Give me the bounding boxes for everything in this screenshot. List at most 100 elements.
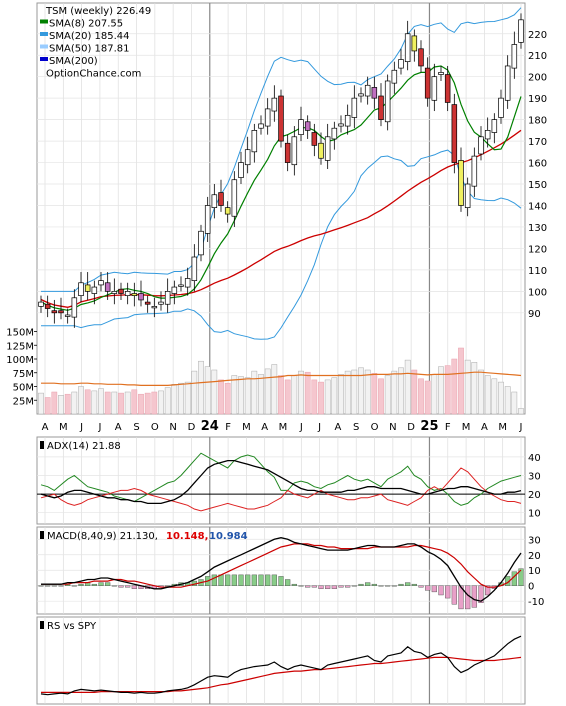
volume-bar: [251, 370, 258, 415]
candle-body: [358, 93, 364, 97]
volume-bar: [504, 386, 511, 415]
adx-line: [40, 459, 522, 505]
candle-body: [204, 205, 211, 234]
plus-di-line: [40, 452, 522, 506]
volume-bar: [58, 395, 64, 415]
candle-body: [404, 33, 411, 63]
volume-bar: [384, 375, 391, 415]
macd-histogram-bar: [125, 585, 131, 588]
macd-histogram-bar: [265, 574, 271, 586]
macd-histogram-bar: [58, 585, 64, 587]
volume-bar: [244, 377, 251, 415]
candle-body: [64, 314, 71, 317]
macd-histogram-bar: [291, 583, 297, 586]
macd-histogram-bar: [431, 585, 437, 593]
candle-body: [458, 160, 464, 206]
candle-body: [104, 282, 111, 292]
macd-histogram-bar: [211, 574, 217, 586]
macd-histogram-value: 10.984: [209, 531, 248, 542]
volume-bar: [471, 362, 478, 415]
candle-body: [451, 104, 458, 163]
macd-histogram-bar: [111, 585, 117, 587]
volume-tick-label: 100M: [6, 355, 34, 366]
x-tick-label: M: [59, 422, 68, 433]
x-tick-label: D: [188, 422, 196, 433]
x-tick-label: M: [242, 422, 251, 433]
x-tick-label: A: [42, 422, 49, 433]
volume-bar: [151, 391, 158, 415]
candle-body: [398, 59, 404, 69]
volume-bar: [38, 392, 44, 415]
watermark-label: OptionChance.com: [46, 69, 141, 80]
macd-histogram-bar: [378, 585, 384, 587]
volume-bar: [144, 392, 151, 415]
volume-bar: [51, 391, 58, 415]
candle-body: [118, 288, 124, 294]
macd-histogram-bar: [345, 585, 351, 588]
macd-signal-value: 10.148,: [166, 531, 208, 542]
volume-bar: [291, 375, 298, 415]
candle-body: [178, 284, 184, 287]
macd-histogram-bar: [338, 585, 344, 588]
macd-histogram-bar: [478, 585, 484, 603]
volume-bar: [138, 393, 144, 415]
volume-bar: [198, 360, 204, 415]
adx-label: ADX(14) 21.88: [47, 441, 121, 452]
macd-label-swatch: [40, 531, 44, 539]
macd-histogram-bar: [405, 582, 411, 586]
candle-body: [151, 306, 158, 309]
legend-label: SMA(200): [49, 56, 98, 67]
y-tick-label: 140: [528, 201, 547, 212]
candle-body: [478, 136, 484, 155]
candle-body: [158, 301, 164, 305]
candle-body: [331, 127, 338, 140]
y-tick-label: 170: [528, 137, 547, 148]
candle-body: [124, 291, 131, 297]
candle-body: [518, 19, 524, 43]
volume-bar: [511, 391, 518, 415]
macd-tick-label: 0: [528, 582, 534, 593]
macd-histogram-bar: [425, 585, 431, 591]
macd-histogram-bar: [358, 583, 364, 586]
macd-histogram-bar: [225, 574, 231, 586]
volume-bar: [324, 379, 331, 415]
volume-bar: [298, 370, 304, 415]
volume-bar: [211, 369, 218, 415]
candle-body: [78, 282, 84, 297]
legend-swatch: [40, 32, 48, 36]
candle-body: [411, 35, 418, 52]
macd-histogram-bar: [298, 585, 304, 587]
volume-bar: [491, 378, 498, 415]
legend-label: SMA(20) 185.44: [49, 31, 130, 42]
candle-body: [131, 293, 138, 297]
volume-bar: [271, 364, 278, 415]
price-panel: [36, 2, 526, 415]
macd-histogram-bar: [305, 585, 311, 588]
candle-body: [338, 123, 344, 127]
candle-body: [351, 97, 358, 118]
volume-bar: [444, 365, 451, 415]
candle-body: [264, 108, 271, 127]
volume-bar: [484, 375, 491, 415]
macd-histogram-bar: [258, 574, 264, 586]
x-tick-label: M: [462, 422, 471, 433]
legend-label: SMA(8) 207.55: [49, 19, 123, 30]
macd-histogram-bar: [438, 585, 444, 596]
macd-line: [41, 537, 522, 602]
volume-bar: [284, 379, 291, 415]
volume-average-line: [41, 371, 522, 386]
y-tick-label: 190: [528, 94, 547, 105]
volume-bar: [431, 374, 438, 415]
volume-bar: [418, 378, 424, 415]
volume-bar: [464, 359, 471, 415]
x-tick-label: J: [317, 422, 321, 433]
legend-label: SMA(50) 187.81: [49, 44, 130, 55]
rs-label: RS vs SPY: [47, 621, 97, 632]
macd-histogram-bar: [238, 574, 244, 586]
volume-tick-label: 50M: [13, 383, 34, 394]
candle-body: [191, 256, 198, 281]
volume-bar: [44, 397, 51, 415]
volume-bar: [258, 374, 264, 415]
macd-histogram-bar: [398, 583, 404, 586]
x-tick-label: J: [519, 422, 523, 433]
